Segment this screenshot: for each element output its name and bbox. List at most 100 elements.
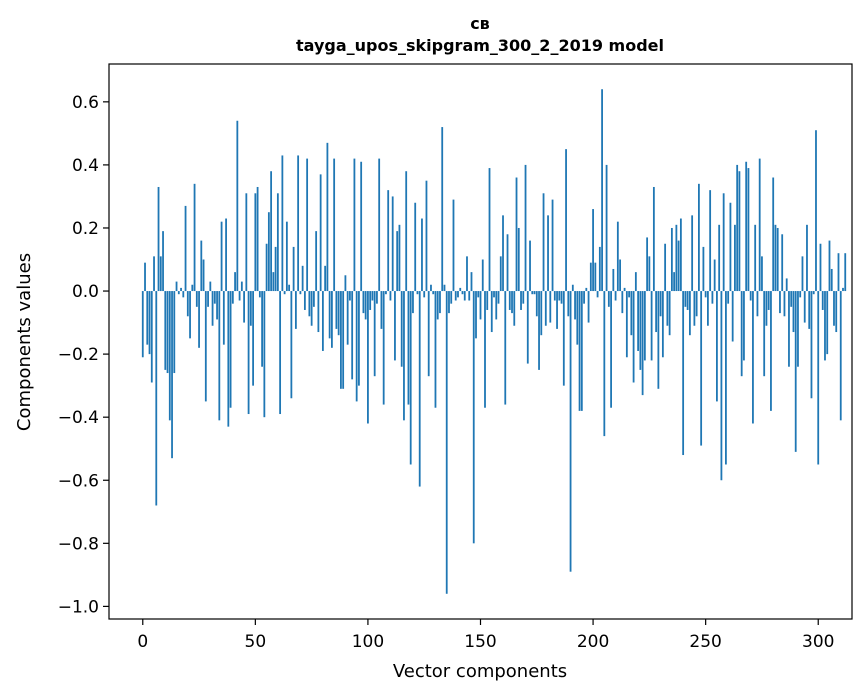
bar-290 xyxy=(794,291,797,452)
bar-52 xyxy=(258,291,261,298)
bar-309 xyxy=(837,253,840,292)
bar-11 xyxy=(166,291,169,374)
bar-76 xyxy=(312,291,315,307)
bar-159 xyxy=(499,256,502,292)
bar-231 xyxy=(661,291,664,358)
bar-305 xyxy=(828,240,831,292)
bar-292 xyxy=(799,291,802,298)
bar-296 xyxy=(808,291,811,329)
bar-78 xyxy=(317,291,320,333)
y-tick-label: −0.8 xyxy=(58,534,99,554)
bar-214 xyxy=(623,287,626,292)
bar-249 xyxy=(702,246,705,292)
bar-140 xyxy=(457,291,459,298)
bar-129 xyxy=(432,291,435,295)
bar-61 xyxy=(279,291,282,415)
y-axis-ticks: −1.0 −0.8 −0.6 −0.4 −0.2 0.0 0.2 0.4 0.6 xyxy=(58,93,109,617)
bar-241 xyxy=(684,291,687,307)
bar-199 xyxy=(589,262,592,292)
bar-289 xyxy=(792,291,795,333)
bar-215 xyxy=(625,291,628,358)
y-axis-label: Components values xyxy=(14,253,35,431)
bar-269 xyxy=(747,168,750,292)
bar-235 xyxy=(670,227,673,292)
bar-98 xyxy=(362,291,365,314)
bar-171 xyxy=(526,291,529,364)
bar-288 xyxy=(790,291,793,307)
bar-148 xyxy=(475,291,477,339)
bar-9 xyxy=(162,231,164,292)
bar-0 xyxy=(141,291,144,358)
bar-152 xyxy=(484,291,486,408)
bar-128 xyxy=(430,284,432,292)
bar-126 xyxy=(425,180,428,292)
bar-95 xyxy=(355,291,358,402)
bar-169 xyxy=(522,291,525,304)
bar-40 xyxy=(231,291,234,304)
bar-59 xyxy=(274,246,277,292)
bar-80 xyxy=(321,291,324,351)
chart-subtitle: tayga_upos_skipgram_300_2_2019 model xyxy=(296,36,664,55)
x-tick-label: 250 xyxy=(689,632,721,652)
bar-264 xyxy=(736,164,739,292)
bar-188 xyxy=(565,149,567,292)
bar-117 xyxy=(405,171,408,292)
bar-22 xyxy=(191,284,194,292)
bar-208 xyxy=(610,291,612,408)
bar-63 xyxy=(283,291,286,295)
bar-122 xyxy=(416,291,419,295)
bar-294 xyxy=(803,291,806,323)
bar-299 xyxy=(815,130,817,292)
bar-200 xyxy=(592,209,594,292)
bar-85 xyxy=(333,158,336,292)
bar-67 xyxy=(292,246,295,292)
bar-2 xyxy=(146,291,149,345)
bar-165 xyxy=(513,291,516,326)
bar-86 xyxy=(335,291,338,329)
bar-155 xyxy=(490,291,493,333)
bar-69 xyxy=(297,155,300,292)
bar-257 xyxy=(720,291,723,481)
bar-103 xyxy=(373,291,376,377)
y-tick-label: 0.2 xyxy=(72,219,99,239)
bar-276 xyxy=(763,291,766,377)
bar-88 xyxy=(340,291,342,389)
bar-118 xyxy=(407,291,410,405)
bar-263 xyxy=(734,224,736,292)
bar-119 xyxy=(409,291,412,465)
bar-230 xyxy=(659,291,662,317)
bar-19 xyxy=(184,205,187,292)
bar-238 xyxy=(677,240,680,292)
bar-265 xyxy=(738,171,741,292)
x-tick-label: 50 xyxy=(245,632,267,652)
bar-37 xyxy=(225,218,227,292)
bar-218 xyxy=(632,291,635,383)
bar-161 xyxy=(504,291,507,405)
bar-57 xyxy=(270,171,273,292)
bar-308 xyxy=(835,291,838,333)
bar-279 xyxy=(770,291,772,411)
bar-274 xyxy=(758,158,761,292)
bar-204 xyxy=(601,89,603,292)
bar-164 xyxy=(511,291,513,314)
bar-226 xyxy=(650,291,653,361)
bar-41 xyxy=(234,272,236,292)
bar-192 xyxy=(574,291,576,320)
bar-287 xyxy=(788,291,790,367)
bar-172 xyxy=(529,240,531,292)
bar-184 xyxy=(556,291,558,329)
bar-18 xyxy=(182,291,185,298)
bar-224 xyxy=(646,237,649,292)
bar-43 xyxy=(238,291,241,301)
bar-81 xyxy=(324,265,327,292)
bar-127 xyxy=(427,291,430,377)
bar-232 xyxy=(664,243,667,292)
y-tick-label: −0.6 xyxy=(58,471,99,491)
bar-125 xyxy=(423,291,426,298)
bar-74 xyxy=(308,291,311,317)
y-tick-label: −0.4 xyxy=(58,408,99,428)
bar-243 xyxy=(688,291,691,336)
bar-79 xyxy=(319,174,322,292)
plot-frame xyxy=(108,63,853,620)
bar-113 xyxy=(396,231,399,292)
